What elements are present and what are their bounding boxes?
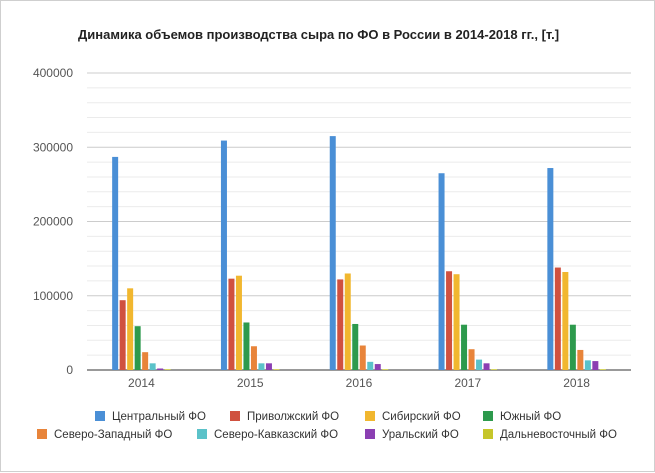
- bar-series-3-2018: [569, 324, 576, 370]
- legend-swatch: [95, 411, 105, 421]
- bar-series-1-2015: [228, 278, 235, 370]
- legend-label: Северо-Западный ФО: [54, 429, 172, 441]
- bar-series-6-2018: [592, 361, 599, 370]
- bar-series-7-2014: [164, 369, 171, 370]
- legend-swatch: [365, 429, 375, 439]
- bar-series-4-2015: [250, 346, 257, 370]
- bar-series-7-2018: [599, 369, 606, 370]
- bar-series-1-2016: [337, 279, 344, 370]
- legend-label: Северо-Кавказский ФО: [214, 429, 338, 441]
- bar-series-5-2018: [584, 360, 591, 370]
- bars: [112, 136, 606, 370]
- x-axis: 2014 2015 2016 2017 2018: [128, 376, 590, 390]
- bar-series-3-2016: [352, 323, 359, 370]
- bar-series-6-2014: [157, 368, 164, 370]
- bar-series-6-2015: [265, 363, 272, 370]
- bar-series-2-2016: [344, 273, 351, 370]
- bar-series-1-2018: [554, 267, 561, 370]
- gridlines: [87, 72, 631, 371]
- x-tick-label: 2017: [454, 376, 481, 390]
- bar-series-4-2018: [577, 349, 584, 370]
- bar-series-7-2017: [491, 369, 498, 370]
- legend-label: Уральский ФО: [382, 429, 459, 441]
- chart-title: Динамика объемов производства сыра по ФО…: [78, 27, 559, 42]
- bar-series-1-2017: [446, 271, 453, 370]
- bar-series-5-2014: [149, 363, 156, 370]
- bar-series-7-2016: [382, 369, 389, 370]
- x-tick-label: 2014: [128, 376, 155, 390]
- bar-series-5-2016: [367, 361, 374, 370]
- legend-label: Приволжский ФО: [247, 411, 339, 423]
- bar-series-2-2017: [453, 274, 460, 370]
- legend-swatch: [365, 411, 375, 421]
- bar-series-2-2018: [562, 271, 569, 370]
- bar-series-4-2016: [359, 345, 366, 370]
- bar-series-3-2015: [243, 322, 250, 370]
- legend-label: Центральный ФО: [112, 411, 206, 423]
- legend-swatch: [37, 429, 47, 439]
- bar-series-3-2014: [134, 326, 141, 370]
- bar-series-7-2015: [273, 369, 280, 370]
- bar-series-1-2014: [119, 300, 126, 370]
- y-tick-label: 0: [66, 363, 73, 377]
- bar-series-3-2017: [461, 324, 468, 370]
- legend-swatch: [483, 429, 493, 439]
- bar-series-0-2015: [220, 140, 227, 370]
- legend-label: Дальневосточный ФО: [500, 429, 617, 441]
- bar-series-4-2017: [468, 349, 475, 370]
- y-tick-label: 200000: [33, 215, 73, 229]
- legend-swatch: [483, 411, 493, 421]
- bar-series-5-2015: [258, 363, 265, 370]
- bar-series-0-2017: [438, 173, 445, 370]
- x-tick-label: 2018: [563, 376, 590, 390]
- bar-series-2-2015: [235, 275, 242, 370]
- bar-series-0-2016: [329, 136, 336, 370]
- bar-series-0-2014: [112, 156, 119, 370]
- legend-swatch: [230, 411, 240, 421]
- bar-series-6-2016: [374, 364, 381, 370]
- legend-label: Сибирский ФО: [382, 411, 461, 423]
- legend-swatch: [197, 429, 207, 439]
- bar-series-0-2018: [547, 168, 554, 370]
- bar-series-2-2014: [127, 288, 134, 370]
- x-tick-label: 2015: [237, 376, 264, 390]
- y-tick-label: 400000: [33, 66, 73, 80]
- bar-series-4-2014: [142, 352, 149, 370]
- y-tick-label: 100000: [33, 289, 73, 303]
- y-axis: 0 100000 200000 300000 400000: [33, 66, 73, 377]
- y-tick-label: 300000: [33, 140, 73, 154]
- legend: Центральный ФО Приволжский ФО Сибирский ФО…: [37, 411, 617, 441]
- x-tick-label: 2016: [346, 376, 373, 390]
- bar-series-5-2017: [476, 359, 483, 370]
- legend-label: Южный ФО: [500, 411, 561, 423]
- bar-series-6-2017: [483, 363, 490, 370]
